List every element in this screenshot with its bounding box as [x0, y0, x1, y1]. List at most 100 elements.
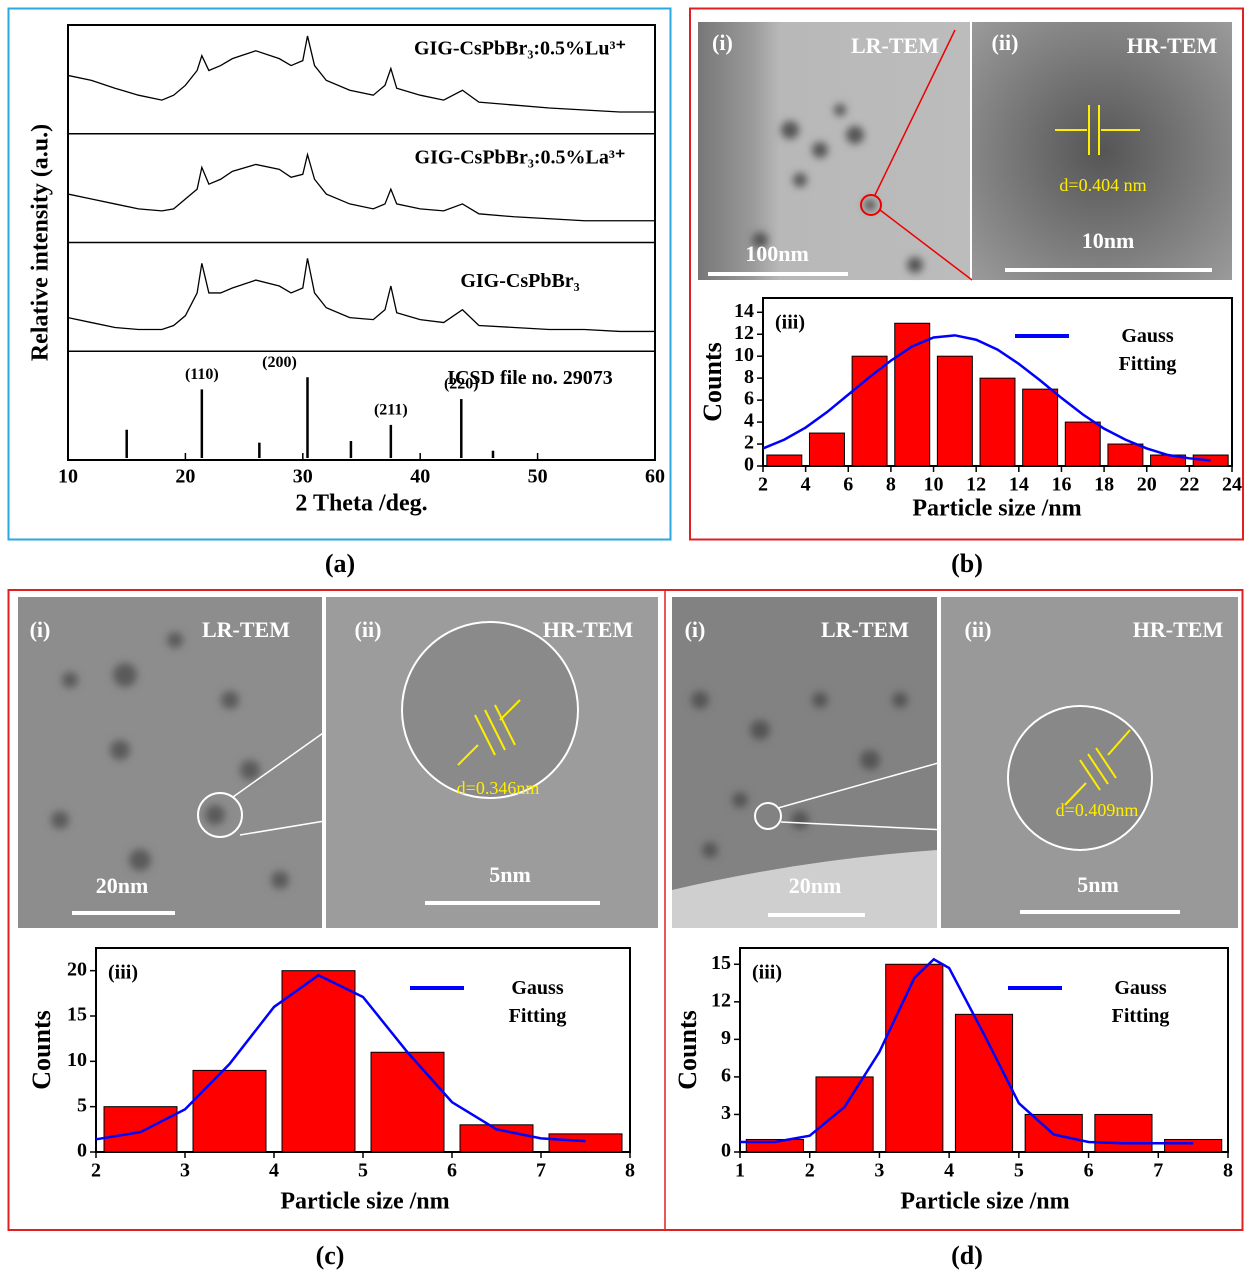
- x-tick-label: 8: [625, 1160, 635, 1182]
- y-tick-label: 8: [744, 366, 754, 388]
- bar: [815, 1076, 874, 1153]
- x-tick-label: 60: [645, 466, 665, 488]
- x-tick-label: 6: [843, 474, 853, 496]
- legend-label: Gauss Fitting: [508, 977, 567, 1027]
- panel-border: [689, 7, 1244, 541]
- panel-label: (c): [316, 1241, 345, 1270]
- y-tick-label: 20: [67, 958, 87, 980]
- x-axis-label: Particle size /nm: [900, 1189, 1069, 1215]
- x-tick-label: 40: [410, 466, 430, 488]
- y-axis-label: Counts: [698, 342, 727, 421]
- x-tick-label: 14: [1009, 474, 1029, 496]
- series-label: GIG-CsPbBr₃:0.5%La³⁺: [415, 146, 626, 168]
- legend-label: Gauss Fitting: [1118, 325, 1177, 375]
- y-tick-label: 14: [734, 300, 754, 322]
- x-tick-label: 50: [528, 466, 548, 488]
- x-tick-label: 10: [924, 474, 944, 496]
- bar: [548, 1133, 623, 1153]
- x-tick-label: 12: [966, 474, 986, 496]
- substrate: [672, 850, 937, 928]
- y-tick-label: 0: [744, 454, 754, 476]
- bar: [954, 1013, 1014, 1153]
- y-tick-label: 0: [721, 1140, 731, 1162]
- y-tick-label: 10: [67, 1049, 87, 1071]
- x-tick-label: 7: [1153, 1160, 1163, 1182]
- x-tick-label: 18: [1094, 474, 1114, 496]
- arrow: [1064, 782, 1087, 806]
- image-title: HR-TEM: [543, 617, 634, 642]
- x-tick-label: 4: [944, 1160, 954, 1182]
- bar: [851, 355, 888, 467]
- lattice-line: [494, 704, 516, 746]
- tem-d: (i) LR-TEM 20nm (ii) HR-TEM d=0.409nm 5n…: [672, 597, 1238, 928]
- x-tick-label: 8: [886, 474, 896, 496]
- x-tick-label: 2: [91, 1160, 101, 1182]
- d-spacing: d=0.404 nm: [1059, 175, 1146, 195]
- zoom-line: [879, 209, 973, 281]
- bar: [979, 377, 1016, 467]
- y-tick-label: 9: [721, 1027, 731, 1049]
- bar: [370, 1051, 445, 1153]
- tem-b: (i) LR-TEM 100nm (ii) HR-TEM d=0.404 nm …: [698, 22, 1232, 281]
- bar: [1022, 388, 1059, 467]
- y-tick-label: 12: [734, 322, 754, 344]
- zoom-circle: [860, 194, 882, 216]
- x-tick-label: 20: [175, 466, 195, 488]
- x-tick-label: 24: [1222, 474, 1242, 496]
- image-title: LR-TEM: [202, 617, 290, 642]
- x-axis-label: Particle size /nm: [912, 496, 1081, 522]
- bar: [894, 322, 931, 467]
- fit-line: [740, 957, 1194, 1145]
- d-spacing: d=0.346nm: [457, 778, 540, 798]
- tem-image: [972, 22, 1232, 280]
- x-tick-label: 20: [1137, 474, 1157, 496]
- x-tick-label: 5: [1014, 1160, 1024, 1182]
- y-tick-label: 4: [744, 410, 754, 432]
- lattice-line: [1087, 753, 1109, 785]
- panel-label: (a): [325, 549, 355, 578]
- tem-image: [698, 22, 970, 280]
- particles: [691, 691, 908, 858]
- scale-label: 100nm: [745, 241, 809, 266]
- reference-label: (110): [185, 366, 219, 383]
- x-tick-label: 3: [180, 1160, 190, 1182]
- bar: [808, 432, 845, 467]
- lattice-line: [484, 709, 506, 751]
- x-tick-label: 10: [58, 466, 78, 488]
- bar: [936, 355, 973, 467]
- arrow: [499, 699, 521, 721]
- image-label: (i): [30, 617, 51, 642]
- y-axis-label: Counts: [673, 1010, 702, 1089]
- x-tick-label: 22: [1179, 474, 1199, 496]
- reference-label: (200): [262, 354, 297, 371]
- y-tick-label: 15: [711, 952, 731, 974]
- x-tick-label: 6: [447, 1160, 457, 1182]
- image-label: (ii): [355, 617, 382, 642]
- x-tick-label: 3: [874, 1160, 884, 1182]
- zoom-circle: [401, 621, 579, 799]
- x-tick-label: 4: [269, 1160, 279, 1182]
- d-spacing: d=0.409nm: [1056, 800, 1139, 820]
- x-tick-label: 2: [805, 1160, 815, 1182]
- inset-label: (iii): [775, 312, 805, 334]
- x-tick-label: 5: [358, 1160, 368, 1182]
- bar: [103, 1106, 178, 1153]
- image-label: (ii): [992, 30, 1019, 55]
- x-axis-label: 2 Theta /deg.: [295, 491, 427, 517]
- bar: [1094, 1113, 1153, 1153]
- y-tick-label: 0: [77, 1140, 87, 1162]
- scale-label: 20nm: [789, 873, 842, 898]
- scale-label: 5nm: [489, 862, 531, 887]
- legend: Gauss Fitting: [508, 977, 567, 1027]
- lattice-line: [474, 714, 496, 756]
- image-label: (i): [712, 30, 733, 55]
- image-label: (i): [685, 617, 706, 642]
- lattice-line: [1079, 759, 1101, 791]
- image-title: LR-TEM: [851, 33, 939, 58]
- scale-label: 5nm: [1077, 872, 1119, 897]
- y-tick-label: 2: [744, 432, 754, 454]
- arrow: [1107, 729, 1131, 756]
- x-tick-label: 4: [801, 474, 811, 496]
- bar: [1107, 443, 1144, 467]
